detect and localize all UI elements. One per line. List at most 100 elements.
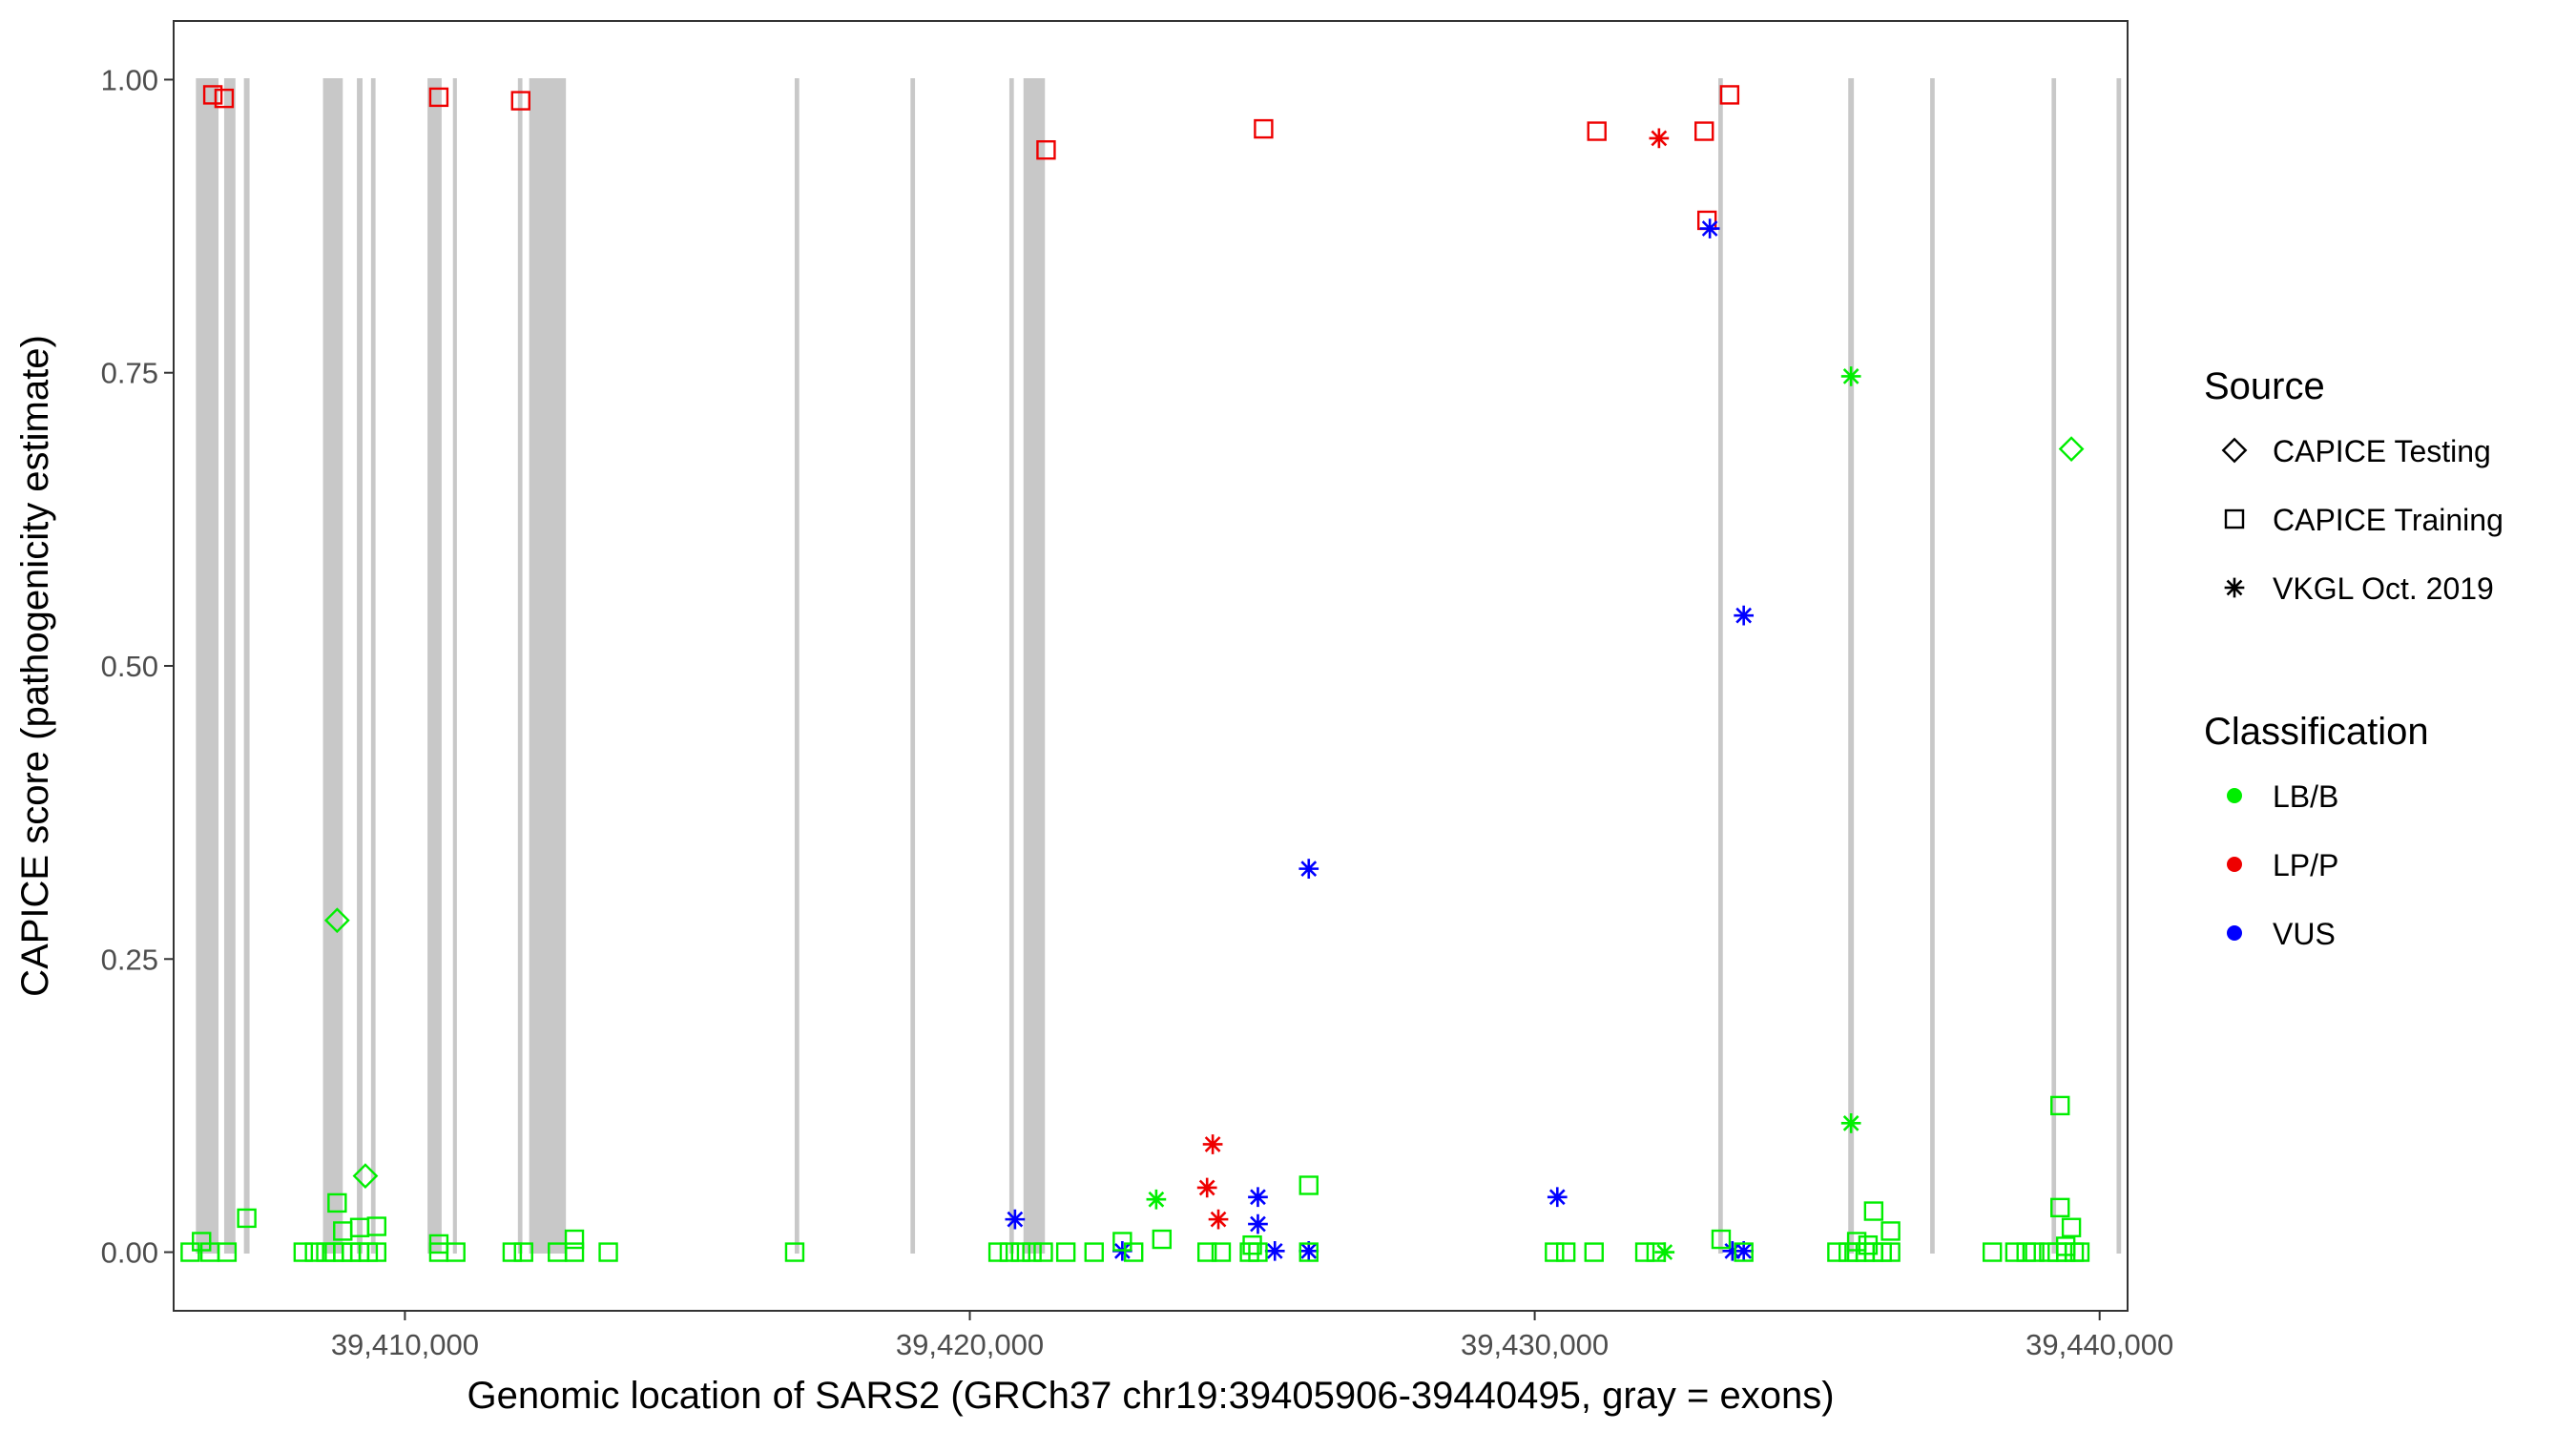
legend: Source CAPICE Testing CAPICE Training VKGL … xyxy=(2204,365,2503,951)
data-point-square xyxy=(1124,1242,1144,1262)
exon-band xyxy=(1718,78,1723,1254)
exon-band xyxy=(427,78,442,1254)
data-point-square xyxy=(1036,139,1056,160)
data-point-square xyxy=(1555,1242,1576,1262)
data-point-square xyxy=(1242,1234,1262,1255)
data-point-asterisk xyxy=(1264,1240,1285,1261)
data-point-asterisk xyxy=(1005,1209,1026,1230)
legend-key-dot xyxy=(2227,788,2242,803)
data-point-square xyxy=(987,1242,1008,1262)
plot-background xyxy=(174,21,2128,1311)
data-point-square xyxy=(1033,1242,1053,1262)
data-point-square xyxy=(1298,1242,1319,1262)
data-point-square xyxy=(1545,1242,1565,1262)
exon-bands xyxy=(196,78,2122,1254)
legend-key-square xyxy=(2224,508,2245,529)
exon-band xyxy=(357,78,363,1254)
exon-band xyxy=(517,78,523,1254)
data-point-asterisk xyxy=(1547,1187,1568,1208)
exon-band xyxy=(910,78,916,1254)
y-tick-label: 0.50 xyxy=(101,650,158,683)
data-point-square xyxy=(1880,1221,1901,1241)
legend-label: LP/P xyxy=(2273,848,2338,882)
data-point-asterisk xyxy=(1649,128,1670,149)
legend-key-dot xyxy=(2227,925,2242,941)
data-point-asterisk xyxy=(1208,1209,1229,1230)
data-point-square xyxy=(217,1242,238,1262)
data-point-square xyxy=(1880,1242,1901,1262)
data-point-asterisk xyxy=(1202,1134,1223,1154)
legend-key-dot xyxy=(2227,857,2242,872)
legend-label: CAPICE Training xyxy=(2273,503,2503,537)
data-point-asterisk xyxy=(1298,859,1319,879)
data-point-square xyxy=(304,1242,324,1262)
x-axis: 39,410,000 39,420,000 39,430,000 39,440,000 xyxy=(331,1311,2173,1361)
legend-key-asterisk xyxy=(2224,577,2245,598)
exon-band xyxy=(529,78,567,1254)
data-point-square xyxy=(1982,1242,2003,1262)
data-point-asterisk xyxy=(1146,1189,1167,1210)
y-tick-label: 0.75 xyxy=(101,357,158,390)
data-point-diamond xyxy=(323,907,350,934)
legend-label: LB/B xyxy=(2273,779,2338,814)
x-tick-label: 39,430,000 xyxy=(1461,1328,1609,1361)
data-point-diamond xyxy=(352,1163,379,1190)
data-point-square xyxy=(2005,1242,2025,1262)
data-point-square xyxy=(2050,1197,2070,1218)
data-point-square xyxy=(1634,1242,1655,1262)
data-point-square xyxy=(1711,1229,1732,1250)
legend-label: CAPICE Testing xyxy=(2273,434,2491,468)
data-point-square xyxy=(333,1221,353,1241)
data-point-asterisk xyxy=(1248,1187,1268,1208)
data-point-square xyxy=(784,1242,805,1262)
data-point-asterisk xyxy=(1248,1213,1268,1234)
legend-label: VUS xyxy=(2273,917,2336,951)
data-point-square xyxy=(327,1192,347,1213)
data-point-square xyxy=(2061,1217,2082,1237)
exon-band xyxy=(2116,78,2122,1254)
x-tick-label: 39,440,000 xyxy=(2025,1328,2173,1361)
data-point-asterisk xyxy=(1196,1177,1217,1198)
data-point-square xyxy=(1858,1234,1879,1255)
data-point-square xyxy=(564,1242,585,1262)
data-point-square xyxy=(1112,1232,1132,1252)
data-point-square xyxy=(1010,1242,1030,1262)
exon-band xyxy=(223,78,236,1254)
data-point-asterisk xyxy=(1722,1240,1743,1261)
data-point-asterisk xyxy=(1840,1113,1861,1133)
data-point-asterisk xyxy=(1734,605,1755,626)
legend-key-diamond xyxy=(2221,437,2248,464)
data-point-asterisk xyxy=(1840,366,1861,386)
data-point-square xyxy=(428,87,449,108)
exon-band xyxy=(322,78,343,1254)
data-point-square xyxy=(202,85,223,105)
exon-band xyxy=(1848,78,1855,1254)
legend-label: VKGL Oct. 2019 xyxy=(2273,571,2494,606)
data-point-square xyxy=(1584,1242,1604,1262)
data-point-square xyxy=(1298,1175,1319,1195)
exon-band xyxy=(1008,78,1014,1254)
exon-band xyxy=(1930,78,1935,1254)
data-point-square xyxy=(1022,1242,1042,1262)
data-point-square xyxy=(1863,1201,1884,1221)
data-point-square xyxy=(2050,1095,2070,1116)
y-tick-label: 1.00 xyxy=(101,63,158,96)
data-point-square xyxy=(1152,1229,1173,1250)
exon-band xyxy=(196,78,219,1254)
data-point-square xyxy=(2025,1242,2045,1262)
x-axis-title: Genomic location of SARS2 (GRCh37 chr19:… xyxy=(467,1375,1834,1417)
data-point-square xyxy=(2069,1242,2090,1262)
data-point-square xyxy=(1211,1242,1232,1262)
exon-band xyxy=(243,78,250,1254)
data-point-square xyxy=(1827,1242,1847,1262)
y-tick-label: 0.00 xyxy=(101,1236,158,1270)
data-point-asterisk xyxy=(1298,1240,1319,1261)
data-point-square xyxy=(1084,1242,1104,1262)
exon-band xyxy=(452,78,457,1254)
data-point-asterisk xyxy=(1699,218,1720,238)
data-point-square xyxy=(446,1242,466,1262)
x-tick-label: 39,420,000 xyxy=(896,1328,1044,1361)
data-point-square xyxy=(237,1208,257,1229)
data-point-asterisk xyxy=(1734,1240,1755,1261)
data-point-square xyxy=(1719,85,1740,105)
